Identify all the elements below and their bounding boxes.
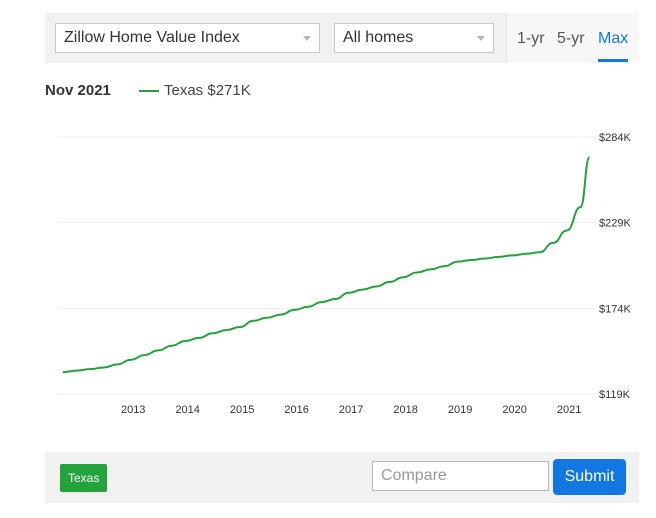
legend-date: Nov 2021 <box>45 82 111 99</box>
index-type-select-value: Zillow Home Value Index <box>64 29 240 46</box>
series-line-texas <box>62 156 591 374</box>
chevron-down-icon <box>477 36 485 41</box>
x-tick-label: 2020 <box>502 404 526 416</box>
y-tick-label: $229K <box>599 218 631 230</box>
index-type-select[interactable]: Zillow Home Value Index <box>55 23 320 53</box>
x-tick-label: 2014 <box>175 404 199 416</box>
tab-1-yr[interactable]: 1-yr <box>517 30 545 47</box>
chart-plot: $119K $174K $229K $284K 2013 2014 2015 2016 2017… <box>58 132 631 416</box>
y-tick-label: $284K <box>599 132 631 144</box>
x-tick-label: 2013 <box>121 404 145 416</box>
tab-max[interactable]: Max <box>598 30 629 47</box>
x-tick-label: 2015 <box>230 404 254 416</box>
compare-input[interactable] <box>372 461 549 491</box>
legend-series-label: Texas $271K <box>164 82 251 99</box>
chart-toolbar: Zillow Home Value Index All homes 1-yr 5… <box>45 13 639 63</box>
home-type-select[interactable]: All homes <box>334 23 494 53</box>
active-tab-indicator <box>598 59 628 62</box>
legend-series-swatch <box>139 90 159 92</box>
y-tick-label: $174K <box>599 303 631 315</box>
x-tick-label: 2019 <box>448 404 472 416</box>
compare-bar: Texas Submit <box>45 452 639 503</box>
region-chip-texas[interactable]: Texas <box>60 464 108 492</box>
chevron-down-icon <box>303 36 311 41</box>
y-tick-label: $119K <box>599 389 631 401</box>
x-tick-label: 2018 <box>393 404 417 416</box>
x-tick-label: 2016 <box>284 404 308 416</box>
home-value-chart[interactable]: $119K $174K $229K $284K 2013 2014 2015 2016 2017… <box>0 115 656 425</box>
home-type-select-value: All homes <box>343 29 414 46</box>
time-range-tabs: 1-yr 5-yr Max <box>506 13 639 63</box>
submit-button[interactable]: Submit <box>553 459 626 495</box>
tab-5-yr[interactable]: 5-yr <box>557 30 585 47</box>
x-tick-label: 2017 <box>339 404 363 416</box>
x-tick-label: 2021 <box>557 404 581 416</box>
